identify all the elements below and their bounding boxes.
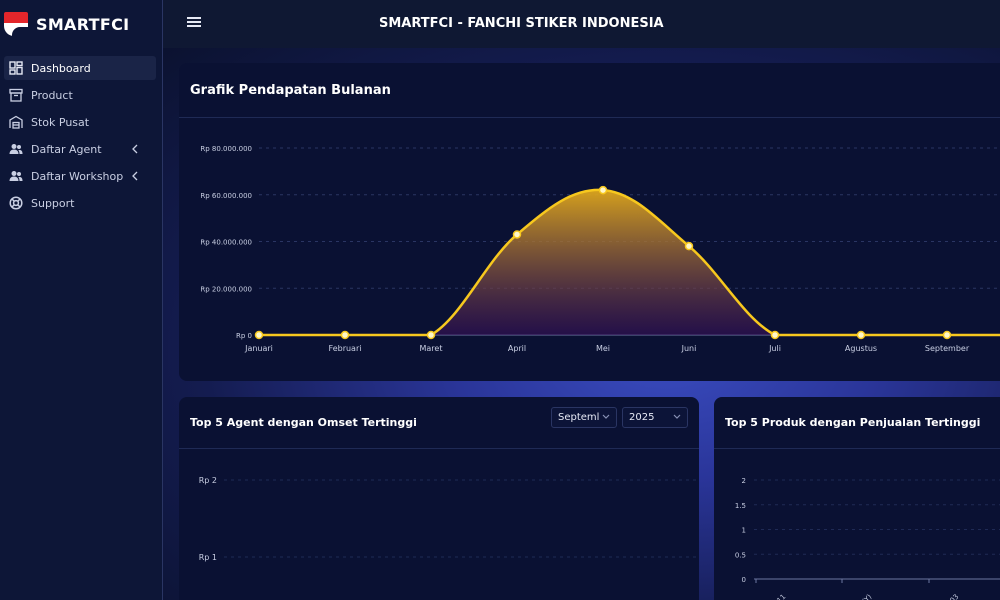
product-chart: 2 1.5 1 0.5 0 -8211 17(Y) -8803 <box>735 477 1000 600</box>
chevron-left-icon <box>132 171 138 181</box>
page-title: SMARTFCI - FANCHI STIKER INDONESIA <box>379 16 664 31</box>
sidebar-item-product[interactable]: Product <box>4 83 156 107</box>
sidebar-item-stok-pusat[interactable]: Stok Pusat <box>4 110 156 134</box>
data-point <box>770 330 780 340</box>
revenue-area <box>259 189 947 335</box>
y-tick-label: Rp 0 <box>236 332 252 340</box>
y-tick-label: Rp 20.000.000 <box>200 285 252 293</box>
x-tick-label: Agustus <box>845 344 877 353</box>
x-tick-label: Juli <box>768 344 781 353</box>
data-point <box>942 330 952 340</box>
x-tick-label: 17(Y) <box>855 593 874 600</box>
x-tick-label: Januari <box>244 344 273 353</box>
product-card-title: Top 5 Produk dengan Penjualan Tertinggi <box>714 397 1000 449</box>
data-point <box>426 330 436 340</box>
sidebar-item-daftar-agent[interactable]: Daftar Agent <box>4 137 156 161</box>
agent-chart: Rp 2 Rp 1 <box>199 476 699 562</box>
month-select-value: Septeml <box>558 412 600 423</box>
data-point <box>856 330 866 340</box>
y-tick-label: 0 <box>742 576 746 584</box>
revenue-card-title: Grafik Pendapatan Bulanan <box>179 63 1000 118</box>
x-tick-label: Maret <box>420 344 443 353</box>
sidebar-item-daftar-workshop[interactable]: Daftar Workshop <box>4 164 156 188</box>
archive-icon <box>9 88 23 102</box>
product-card: Top 5 Produk dengan Penjualan Tertinggi … <box>714 397 1000 600</box>
y-tick-label: Rp 40.000.000 <box>200 239 252 247</box>
x-tick-label: -8211 <box>767 593 787 600</box>
revenue-chart: Rp 0 Rp 20.000.000 Rp 40.000.000 Rp 60.000.… <box>200 145 1000 353</box>
sidebar-item-label: Daftar Workshop <box>31 169 124 183</box>
x-tick-label: Juni <box>681 344 697 353</box>
sidebar-item-label: Product <box>31 88 73 102</box>
y-tick-label: 1.5 <box>735 502 746 510</box>
y-tick-label: Rp 80.000.000 <box>200 145 252 153</box>
x-tick-label: Februari <box>329 344 362 353</box>
sidebar-item-support[interactable]: Support <box>4 191 156 215</box>
x-tick-label: Mei <box>596 344 610 353</box>
users-icon <box>9 144 23 154</box>
agent-card-title: Top 5 Agent dengan Omset Tertinggi <box>179 397 699 449</box>
month-select[interactable]: Septeml <box>551 407 617 428</box>
brand-logo <box>4 12 28 36</box>
lifebuoy-icon <box>9 196 23 210</box>
data-point <box>254 330 264 340</box>
y-tick-label: Rp 1 <box>199 553 217 562</box>
revenue-card: Grafik Pendapatan Bulanan Rp 0 Rp 20.000.… <box>179 63 1000 381</box>
warehouse-icon <box>9 115 23 129</box>
sidebar-item-label: Daftar Agent <box>31 142 102 156</box>
sidebar-item-label: Dashboard <box>31 61 91 75</box>
y-tick-label: 1 <box>742 527 746 535</box>
y-tick-label: Rp 2 <box>199 476 217 485</box>
data-point <box>512 230 522 239</box>
chevron-left-icon <box>132 144 138 154</box>
year-select[interactable]: 2025 <box>622 407 688 428</box>
chevron-down-icon <box>673 414 681 419</box>
x-tick-label: September <box>925 344 970 353</box>
sidebar-item-dashboard[interactable]: Dashboard <box>4 56 156 80</box>
chevron-down-icon <box>602 414 610 419</box>
data-point <box>684 241 694 251</box>
data-point <box>598 185 608 195</box>
x-tick-label: -8803 <box>940 593 960 600</box>
sidebar-nav: Dashboard Product Stok Pusat Daftar Agen… <box>0 56 162 215</box>
main-content: Grafik Pendapatan Bulanan Rp 0 Rp 20.000.… <box>163 48 1000 600</box>
data-point <box>340 330 350 340</box>
x-tick-label: April <box>508 344 526 353</box>
year-select-value: 2025 <box>629 412 655 423</box>
sidebar-item-label: Stok Pusat <box>31 115 90 129</box>
y-tick-label: 0.5 <box>735 551 746 559</box>
sidebar-item-label: Support <box>31 196 75 210</box>
users-icon <box>9 171 23 181</box>
y-tick-label: Rp 60.000.000 <box>200 192 252 200</box>
menu-toggle-icon[interactable] <box>187 17 201 29</box>
brand[interactable]: SMARTFCI <box>0 0 162 48</box>
topbar: SMARTFCI - FANCHI STIKER INDONESIA <box>163 0 1000 48</box>
sidebar: SMARTFCI Dashboard Product Stok Pusat Da… <box>0 0 163 600</box>
y-tick-label: 2 <box>742 477 746 485</box>
brand-name: SMARTFCI <box>36 14 130 34</box>
dashboard-icon <box>9 61 23 75</box>
